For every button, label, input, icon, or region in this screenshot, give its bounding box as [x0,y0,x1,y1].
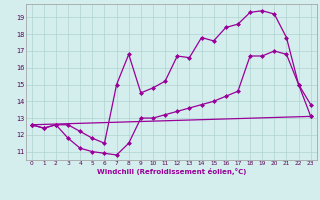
X-axis label: Windchill (Refroidissement éolien,°C): Windchill (Refroidissement éolien,°C) [97,168,246,175]
